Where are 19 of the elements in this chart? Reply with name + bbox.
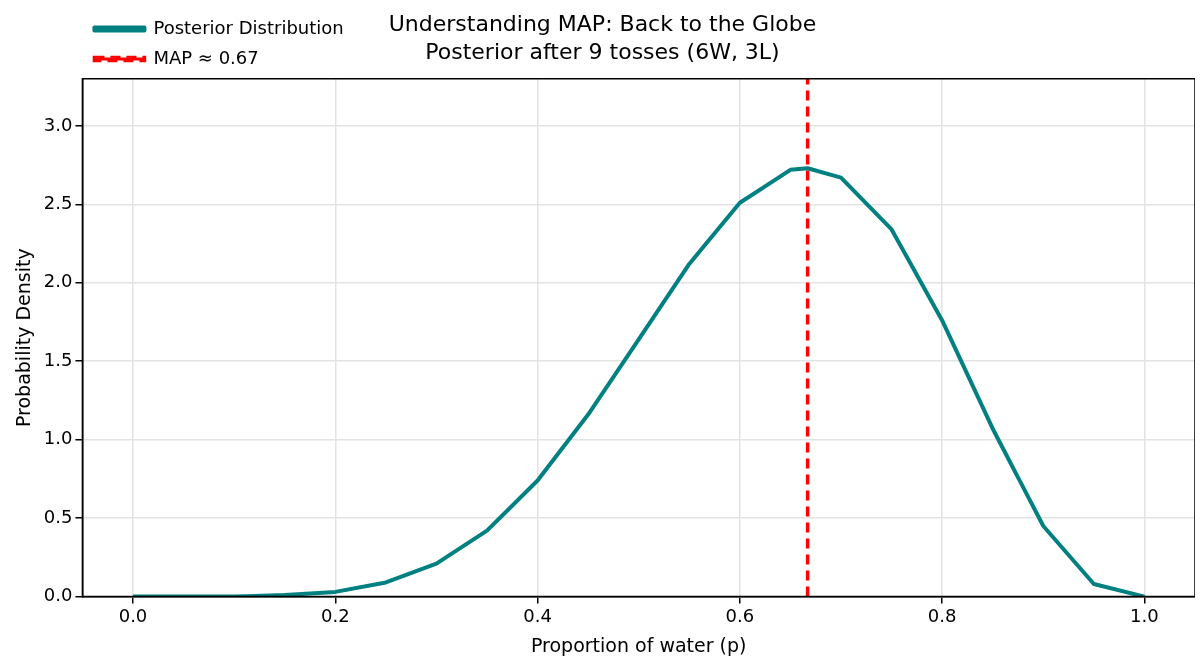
legend-label: Posterior Distribution (153, 16, 344, 38)
x-tick-label: 0.4 (523, 605, 552, 627)
x-tick-label: 0.0 (118, 605, 148, 627)
x-tick-label: 0.8 (927, 605, 957, 627)
y-tick-label: 2.0 (43, 270, 73, 292)
chart-title: Understanding MAP: Back to the Globe (388, 10, 817, 36)
legend-label: MAP ≈ 0.67 (153, 46, 259, 68)
y-tick-label: 2.5 (43, 192, 73, 213)
y-tick-label: 0.0 (43, 584, 73, 606)
x-tick-label: 0.2 (320, 605, 350, 627)
chart-subtitle: Posterior after 9 tosses (6W, 3L) (425, 39, 780, 65)
y-tick-label: 1.5 (43, 348, 73, 370)
y-tick-label: 0.5 (43, 505, 73, 527)
y-axis-title: Probability Density (12, 248, 35, 428)
x-axis-title: Proportion of water (p) (530, 633, 747, 656)
y-tick-label: 3.0 (43, 113, 73, 135)
y-tick-label: 1.0 (43, 427, 73, 449)
x-tick-label: 1.0 (1130, 605, 1159, 627)
x-tick-label: 0.6 (725, 605, 755, 627)
